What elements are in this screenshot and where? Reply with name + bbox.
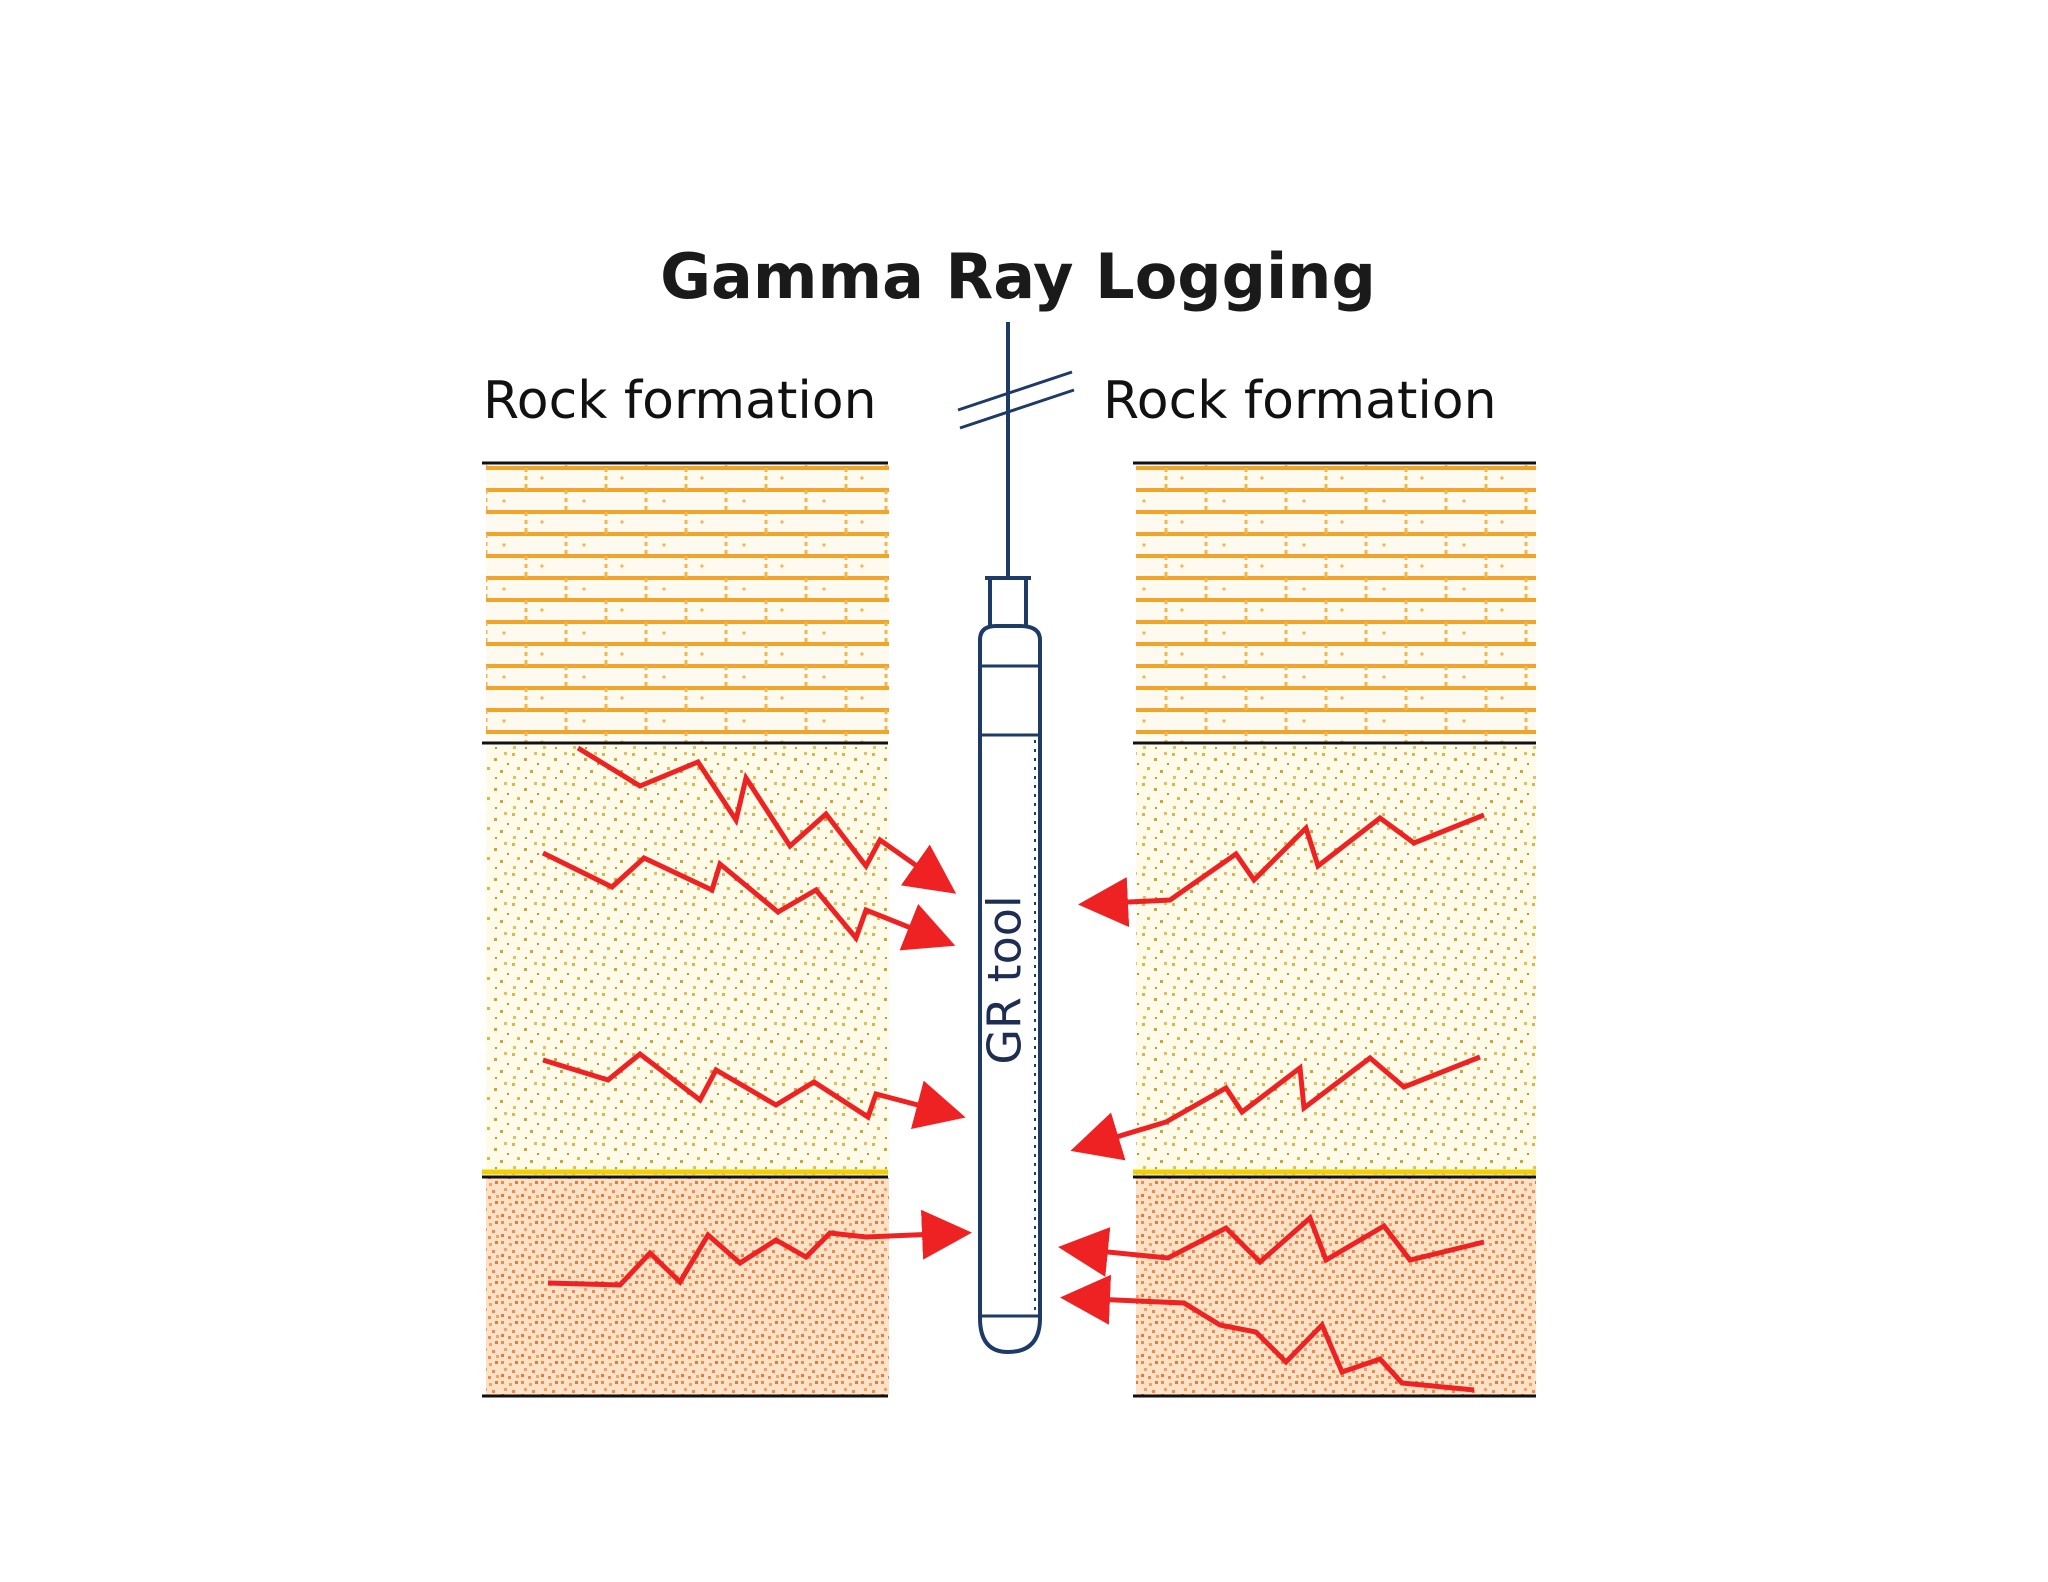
wireline-break-mark-2 — [959, 388, 1075, 430]
left-formation-label: Rock formation — [483, 371, 877, 431]
wireline — [957, 322, 1075, 578]
gr-tool-body — [978, 624, 1042, 1355]
gr-tool-label: GR tool — [978, 895, 1032, 1064]
left-sandstone-layer — [486, 745, 889, 1175]
diagram-title: Gamma Ray Logging — [660, 240, 1376, 313]
gamma-ray — [542, 1050, 966, 1130]
gamma-ray — [541, 850, 956, 951]
gamma-rays-left — [541, 745, 972, 1288]
gamma-ray — [576, 745, 957, 894]
gamma-ray — [1070, 1054, 1481, 1161]
gamma-rays-right — [1058, 812, 1485, 1393]
right-sandstone-layer — [1136, 745, 1536, 1175]
gamma-ray — [1078, 812, 1485, 928]
left-shale-layer — [486, 1178, 889, 1395]
left-limestone-layer — [486, 465, 889, 742]
gamma-ray — [547, 1209, 972, 1288]
wireline-break-mark-1 — [957, 370, 1073, 412]
gamma-ray — [1060, 1274, 1475, 1393]
gamma-ray — [1058, 1213, 1485, 1277]
left-formation — [482, 461, 889, 1398]
right-formation-label: Rock formation — [1103, 371, 1497, 431]
right-limestone-layer — [1136, 465, 1536, 742]
gr-tool: GR tool — [978, 576, 1042, 1355]
